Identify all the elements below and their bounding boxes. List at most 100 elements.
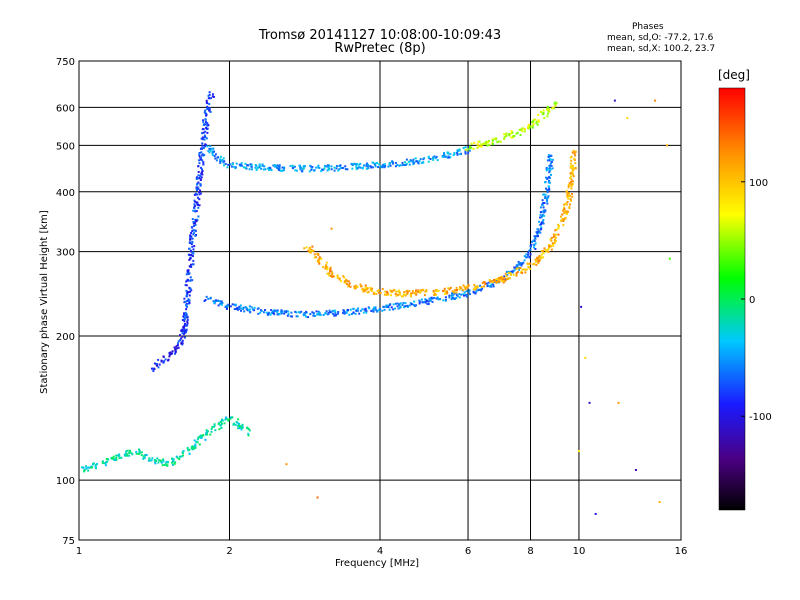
data-point bbox=[182, 315, 185, 318]
data-point bbox=[189, 257, 192, 260]
data-point bbox=[545, 250, 548, 253]
data-point bbox=[542, 202, 545, 205]
data-point bbox=[455, 297, 458, 300]
data-point bbox=[290, 311, 293, 314]
x-tick-label: 4 bbox=[377, 546, 383, 557]
data-point bbox=[404, 161, 407, 164]
data-point bbox=[549, 162, 552, 165]
data-point bbox=[452, 296, 455, 299]
data-point bbox=[186, 320, 189, 323]
data-point bbox=[240, 309, 243, 312]
data-point bbox=[338, 277, 341, 280]
data-point bbox=[186, 292, 189, 295]
data-point bbox=[351, 163, 354, 166]
data-point bbox=[569, 177, 572, 180]
data-point bbox=[331, 272, 334, 275]
data-point bbox=[415, 289, 418, 292]
data-point bbox=[553, 238, 556, 241]
data-point bbox=[516, 267, 519, 270]
data-point bbox=[335, 313, 338, 316]
data-point bbox=[453, 298, 456, 301]
data-point bbox=[429, 299, 432, 302]
data-point bbox=[186, 316, 189, 319]
data-point bbox=[212, 151, 215, 154]
data-point bbox=[468, 290, 471, 293]
data-point bbox=[352, 307, 355, 310]
data-point bbox=[414, 157, 417, 160]
data-point bbox=[220, 159, 223, 162]
data-point bbox=[462, 293, 465, 296]
data-point bbox=[401, 295, 404, 298]
data-point bbox=[183, 317, 186, 320]
data-point bbox=[209, 149, 212, 152]
data-point bbox=[536, 258, 539, 261]
data-point bbox=[159, 460, 162, 463]
data-point bbox=[208, 109, 211, 112]
data-point bbox=[128, 449, 131, 452]
data-point bbox=[175, 345, 178, 348]
data-point bbox=[225, 417, 228, 420]
data-point bbox=[338, 278, 341, 281]
data-point bbox=[475, 290, 478, 293]
data-point bbox=[205, 99, 208, 102]
data-point bbox=[200, 156, 203, 159]
data-point bbox=[197, 187, 200, 190]
data-point bbox=[226, 166, 229, 169]
data-point bbox=[296, 315, 299, 318]
data-point bbox=[626, 117, 629, 120]
data-point bbox=[481, 282, 484, 285]
data-point bbox=[381, 164, 384, 167]
data-point bbox=[522, 261, 525, 264]
data-point bbox=[198, 159, 201, 162]
data-point bbox=[569, 199, 572, 202]
data-point bbox=[194, 200, 197, 203]
data-point bbox=[570, 175, 573, 178]
data-point bbox=[198, 177, 201, 180]
data-point bbox=[315, 166, 318, 169]
data-point bbox=[111, 456, 114, 459]
data-point bbox=[251, 308, 254, 311]
data-point bbox=[83, 468, 86, 471]
data-point bbox=[302, 167, 305, 170]
data-point bbox=[541, 203, 544, 206]
data-point bbox=[298, 164, 301, 167]
data-point bbox=[548, 108, 551, 111]
data-point bbox=[322, 266, 325, 269]
data-point bbox=[444, 299, 447, 302]
data-point bbox=[299, 166, 302, 169]
data-point bbox=[195, 220, 198, 223]
chart-subtitle: RwPretec (8p) bbox=[334, 41, 426, 56]
data-point bbox=[199, 434, 202, 437]
data-point bbox=[174, 461, 177, 464]
data-point bbox=[570, 183, 573, 186]
data-point bbox=[150, 459, 153, 462]
data-point bbox=[533, 235, 536, 238]
data-point bbox=[302, 165, 305, 168]
data-point bbox=[388, 308, 391, 311]
data-point bbox=[467, 284, 470, 287]
data-point bbox=[181, 329, 184, 332]
data-point bbox=[172, 458, 175, 461]
data-point bbox=[284, 311, 287, 314]
data-point bbox=[413, 300, 416, 303]
data-point bbox=[557, 223, 560, 226]
data-point bbox=[511, 271, 514, 274]
data-point bbox=[203, 123, 206, 126]
data-point bbox=[392, 162, 395, 165]
data-point bbox=[240, 164, 243, 167]
data-point bbox=[465, 148, 468, 151]
data-point bbox=[384, 290, 387, 293]
data-point bbox=[175, 455, 178, 458]
data-point bbox=[143, 454, 146, 457]
data-point bbox=[198, 198, 201, 201]
data-point bbox=[554, 104, 557, 107]
data-point bbox=[162, 459, 165, 462]
data-point bbox=[189, 276, 192, 279]
data-point bbox=[529, 248, 532, 251]
data-point bbox=[395, 294, 398, 297]
data-point bbox=[245, 308, 248, 311]
y-tick-label: 75 bbox=[62, 536, 75, 547]
data-point bbox=[495, 280, 498, 283]
data-point bbox=[309, 164, 312, 167]
